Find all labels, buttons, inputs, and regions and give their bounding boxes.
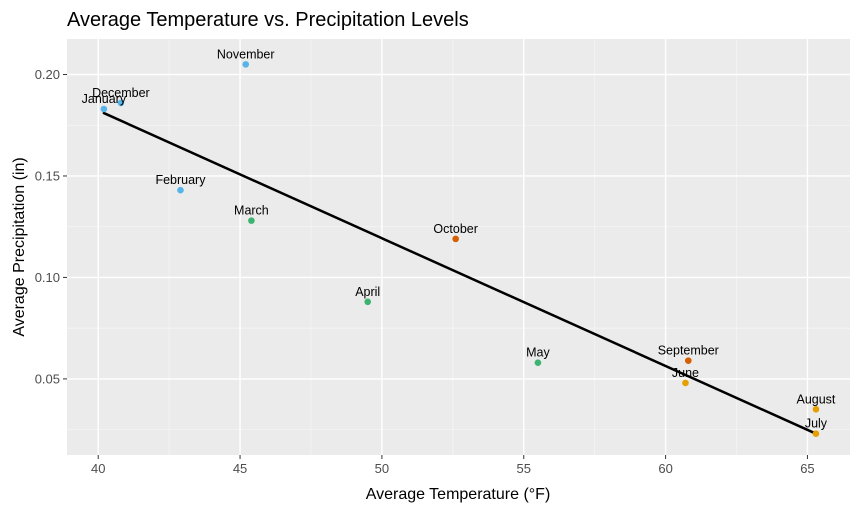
data-label-september: September — [658, 344, 719, 358]
data-point-july — [812, 430, 820, 437]
data-point-january — [100, 105, 108, 113]
y-tick-label: 0.20 — [35, 67, 60, 82]
trend-line-group — [102, 111, 818, 435]
data-label-june: June — [672, 366, 699, 380]
data-point-august — [812, 406, 820, 413]
data-label-august: August — [796, 392, 835, 406]
y-tick-label: 0.15 — [35, 168, 60, 183]
y-axis-ticks: 0.05 0.10 0.15 0.20 — [35, 67, 67, 386]
data-point-december — [117, 99, 125, 107]
y-tick-label: 0.10 — [35, 270, 60, 285]
grid-minor — [67, 39, 850, 455]
data-point-june — [682, 379, 689, 387]
data-label-october: October — [433, 222, 477, 236]
data-label-december: December — [92, 86, 150, 100]
chart-title: Average Temperature vs. Precipitation Le… — [67, 9, 469, 31]
data-label-may: May — [526, 346, 550, 360]
x-tick-label: 50 — [375, 461, 389, 476]
data-label-february: February — [155, 173, 206, 187]
point-labels: January February March April May June July Augu… — [82, 47, 836, 430]
data-point-february — [177, 186, 184, 194]
y-axis-title: Average Precipitation (in) — [11, 157, 28, 336]
data-point-october — [452, 235, 459, 243]
data-point-may — [534, 359, 542, 366]
data-label-july: July — [805, 417, 828, 431]
x-tick-label: 40 — [91, 461, 105, 476]
x-tick-label: 60 — [658, 461, 672, 476]
data-point-april — [364, 298, 372, 306]
data-label-november: November — [217, 47, 275, 61]
plot-panel — [67, 39, 850, 455]
data-point-september — [684, 357, 692, 364]
x-axis-ticks: 40 45 50 55 60 65 — [91, 455, 815, 476]
x-tick-label: 55 — [517, 461, 531, 476]
x-tick-label: 45 — [233, 461, 247, 476]
y-tick-label: 0.05 — [35, 371, 60, 386]
data-point-march — [248, 217, 255, 224]
x-axis-title: Average Temperature (°F) — [366, 486, 551, 503]
data-point-november — [242, 61, 250, 68]
data-label-january: January — [82, 92, 127, 106]
data-label-march: March — [234, 204, 269, 218]
data-points — [100, 61, 820, 437]
x-tick-label: 65 — [800, 461, 814, 476]
data-label-april: April — [355, 285, 380, 299]
trend-line — [102, 111, 818, 435]
grid-major — [67, 39, 850, 455]
